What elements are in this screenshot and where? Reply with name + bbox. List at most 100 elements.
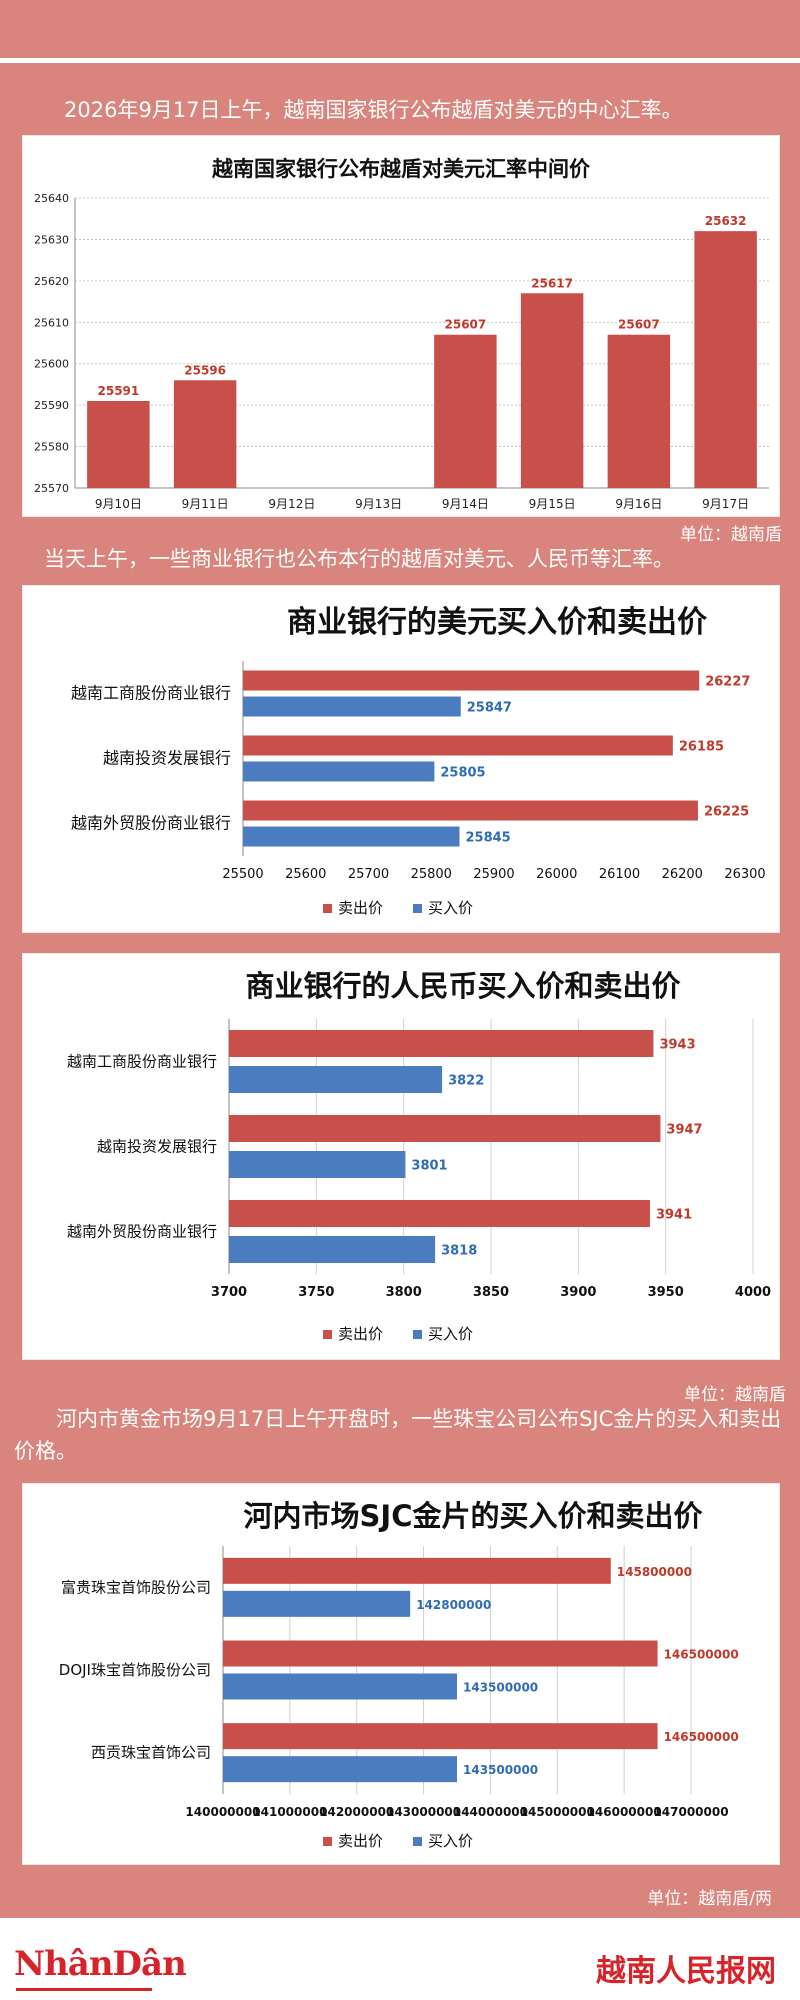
central-rate-chart: 越南国家银行公布越盾对美元汇率中间价 25570 25580 25590 25600 25… [34,157,769,511]
data-label: 3947 [666,1123,702,1138]
data-label: 146500000 [664,1648,739,1662]
sell-bar [243,800,698,821]
data-label: 25805 [440,766,485,781]
data-label: 3818 [441,1244,477,1259]
x-tick-label: 25600 [285,867,326,882]
x-tick-label: 3950 [648,1285,684,1300]
data-label: 26225 [704,805,749,820]
y-tick-label: 25630 [34,233,69,246]
bar [173,380,237,488]
buy-bar [229,1236,436,1263]
y-tick-label: 25580 [34,441,69,454]
category-label: 富贵珠宝首饰股份公司 [61,1578,211,1596]
category-label: DOJI珠宝首饰股份公司 [59,1661,211,1679]
buy-bar [243,696,461,717]
category-label: 越南外贸股份商业银行 [71,814,231,833]
sell-bar [243,735,673,756]
y-tick-label: 25640 [34,192,69,205]
bar [520,293,584,488]
data-label: 25607 [445,318,487,332]
chart-panel-3: 商业银行的人民币买入价和卖出价 3700 3750 3800 3850 3900 3950 4… [22,953,780,1360]
gold-price-chart: 河内市场SJC金片的买入价和卖出价 14000000014100000014200… [59,1499,739,1850]
data-label: 25591 [98,384,140,398]
legend-swatch [323,1837,332,1846]
intro-text-2: 当天上午，一些商业银行也公布本行的越盾对美元、人民币等汇率。 [44,547,674,571]
footer: NhânDân 越南人民报网 [0,1918,800,2000]
buy-bar [243,826,460,847]
x-tick-label: 25500 [222,867,263,882]
category-label: 西贡珠宝首饰公司 [91,1744,211,1762]
legend-label: 买入价 [428,899,473,917]
y-tick-label: 25570 [34,482,69,495]
x-tick-label: 142000000 [319,1805,394,1819]
category-label: 越南工商股份商业银行 [71,684,231,703]
data-label: 26185 [679,740,724,755]
x-tick-label: 141000000 [252,1805,327,1819]
chart-panel-1: 越南国家银行公布越盾对美元汇率中间价 25570 25580 25590 25600 25… [22,135,780,517]
y-tick-label: 25600 [34,358,69,371]
x-tick-label: 3850 [473,1285,509,1300]
data-label: 142800000 [416,1598,491,1612]
category-label: 越南工商股份商业银行 [67,1053,217,1071]
sell-bar [223,1557,611,1584]
y-tick-label: 25620 [34,275,69,288]
x-tick-label: 25800 [411,867,452,882]
chart-title: 商业银行的人民币买入价和卖出价 [245,969,681,1003]
x-tick-label: 26000 [536,867,577,882]
chart-title: 商业银行的美元买入价和卖出价 [287,605,707,640]
data-label: 26227 [705,675,750,690]
x-tick-label: 9月12日 [268,497,315,511]
sell-bar [229,1030,654,1057]
data-label: 146500000 [664,1730,739,1744]
data-label: 25847 [467,701,512,716]
legend-swatch [413,1837,422,1846]
sell-bar [243,670,700,691]
buy-bar [229,1066,443,1093]
x-tick-label: 26100 [599,867,640,882]
data-label: 25596 [184,363,226,377]
intro-text-3: 河内市黄金市场9月17日上午开盘时，一些珠宝公司公布SJC金片的买入和卖出价格。 [14,1407,782,1463]
x-tick-label: 147000000 [653,1805,728,1819]
legend-swatch [413,1330,422,1339]
sell-bar [229,1115,661,1142]
legend-swatch [323,904,332,913]
chart-title: 越南国家银行公布越盾对美元汇率中间价 [211,157,591,181]
nhandan-logo[interactable]: NhânDân [14,1944,187,1984]
sell-bar [223,1640,658,1667]
buy-bar [223,1590,411,1617]
intro-text-1: 2026年9月17日上午，越南国家银行公布越盾对美元的中心汇率。 [64,98,683,122]
x-tick-label: 25700 [348,867,389,882]
y-tick-label: 25590 [34,399,69,412]
category-label: 越南投资发展银行 [97,1138,217,1156]
buy-bar [223,1673,457,1700]
data-label: 3941 [656,1208,692,1223]
data-label: 145800000 [617,1565,692,1579]
bar [607,334,671,488]
bar [694,231,757,488]
unit-label-3: 单位：越南盾/两 [647,1889,772,1909]
buy-bar [229,1151,406,1178]
unit-label-1: 单位：越南盾 [680,525,782,545]
data-label: 25617 [531,276,573,290]
site-name-logo[interactable]: 越南人民报网 [596,1954,776,1989]
x-tick-label: 3700 [211,1285,247,1300]
data-label: 3801 [411,1159,447,1174]
x-tick-label: 9月15日 [529,497,576,511]
x-tick-label: 143000000 [386,1805,461,1819]
sell-bar [229,1200,650,1227]
x-tick-label: 25900 [473,867,514,882]
x-tick-label: 144000000 [453,1805,528,1819]
logo-underline [16,1988,152,1991]
x-tick-label: 9月16日 [615,497,662,511]
x-tick-label: 26300 [724,867,765,882]
x-tick-label: 9月14日 [442,497,489,511]
x-tick-label: 3900 [560,1285,596,1300]
data-label: 25607 [618,318,660,332]
sell-bar [223,1723,658,1750]
x-tick-label: 3750 [298,1285,334,1300]
bar [434,334,497,488]
x-tick-label: 146000000 [587,1805,662,1819]
legend-swatch [323,1330,332,1339]
legend-label: 买入价 [428,1325,473,1343]
data-label: 3822 [448,1074,484,1089]
